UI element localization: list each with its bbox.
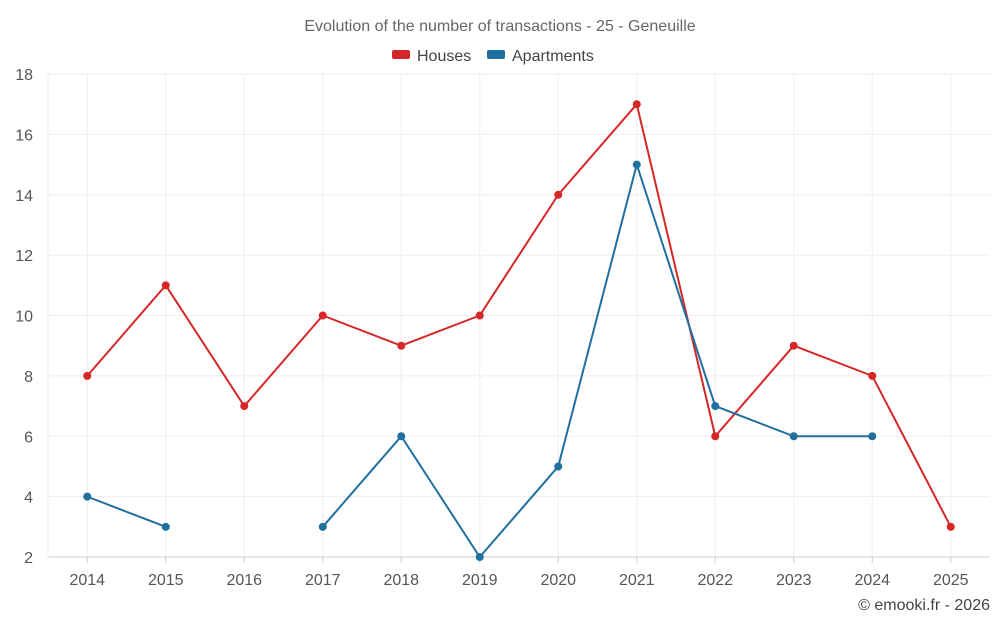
data-point-houses-2021[interactable]	[632, 100, 641, 109]
y-tick-label: 16	[15, 127, 33, 144]
x-tick-label: 2020	[540, 572, 576, 589]
data-point-apartments-2024[interactable]	[868, 432, 877, 441]
data-point-apartments-2015[interactable]	[161, 522, 170, 531]
y-tick-label: 6	[24, 429, 33, 446]
x-tick-label: 2022	[697, 572, 733, 589]
data-point-apartments-2022[interactable]	[711, 402, 720, 411]
chart-title: Evolution of the number of transactions …	[304, 18, 695, 35]
legend-item-houses[interactable]: Houses	[392, 48, 471, 65]
data-point-apartments-2019[interactable]	[475, 553, 484, 561]
legend: Houses Apartments	[392, 48, 594, 65]
series-apartments	[83, 160, 877, 561]
data-point-apartments-2018[interactable]	[397, 432, 406, 441]
data-point-houses-2017[interactable]	[318, 311, 327, 320]
data-point-apartments-2021[interactable]	[632, 160, 641, 169]
data-point-houses-2023[interactable]	[789, 341, 798, 350]
data-point-houses-2016[interactable]	[240, 402, 249, 411]
legend-label-houses: Houses	[417, 48, 471, 65]
y-tick-label: 10	[15, 309, 33, 326]
data-point-houses-2024[interactable]	[868, 371, 877, 380]
legend-swatch-apartments	[487, 50, 505, 59]
x-tick-label: 2015	[148, 572, 184, 589]
x-tick-label: 2019	[462, 572, 498, 589]
data-point-apartments-2023[interactable]	[789, 432, 798, 441]
series-houses	[83, 100, 955, 531]
data-point-houses-2025[interactable]	[946, 522, 955, 531]
credit-text: © emooki.fr - 2026	[858, 597, 990, 614]
series-line-houses	[86, 103, 952, 528]
x-tick-label: 2021	[619, 572, 655, 589]
data-point-houses-2019[interactable]	[475, 311, 484, 320]
x-tick-label: 2023	[776, 572, 812, 589]
data-point-apartments-2014[interactable]	[83, 492, 92, 501]
data-point-houses-2014[interactable]	[83, 371, 92, 380]
x-tick-label: 2016	[226, 572, 262, 589]
x-tick-label: 2025	[933, 572, 969, 589]
x-tick-label: 2014	[69, 572, 105, 589]
y-tick-label: 2	[24, 550, 33, 567]
y-tick-label: 14	[15, 188, 33, 205]
x-tick-label: 2017	[305, 572, 341, 589]
series-line-apartments	[86, 495, 167, 528]
data-point-houses-2020[interactable]	[554, 190, 563, 199]
grid	[48, 73, 990, 557]
data-point-houses-2018[interactable]	[397, 341, 406, 350]
legend-label-apartments: Apartments	[512, 48, 594, 65]
y-tick-label: 18	[15, 67, 33, 84]
y-tick-label: 12	[15, 248, 33, 265]
data-point-apartments-2020[interactable]	[554, 462, 563, 471]
data-point-apartments-2017[interactable]	[318, 522, 327, 531]
legend-item-apartments[interactable]: Apartments	[487, 48, 594, 65]
x-tick-label: 2024	[854, 572, 890, 589]
y-tick-label: 8	[24, 369, 33, 386]
y-tick-label: 4	[24, 490, 33, 507]
series	[83, 100, 955, 561]
x-tick-label: 2018	[383, 572, 419, 589]
axes: 2 4 6 8 10 12 14 16 18 2014 2015 2016 2017 2018 2019 20…	[15, 67, 990, 589]
legend-swatch-houses	[392, 50, 410, 59]
data-point-houses-2015[interactable]	[161, 281, 170, 290]
data-point-houses-2022[interactable]	[711, 432, 720, 441]
series-line-apartments	[321, 163, 873, 558]
